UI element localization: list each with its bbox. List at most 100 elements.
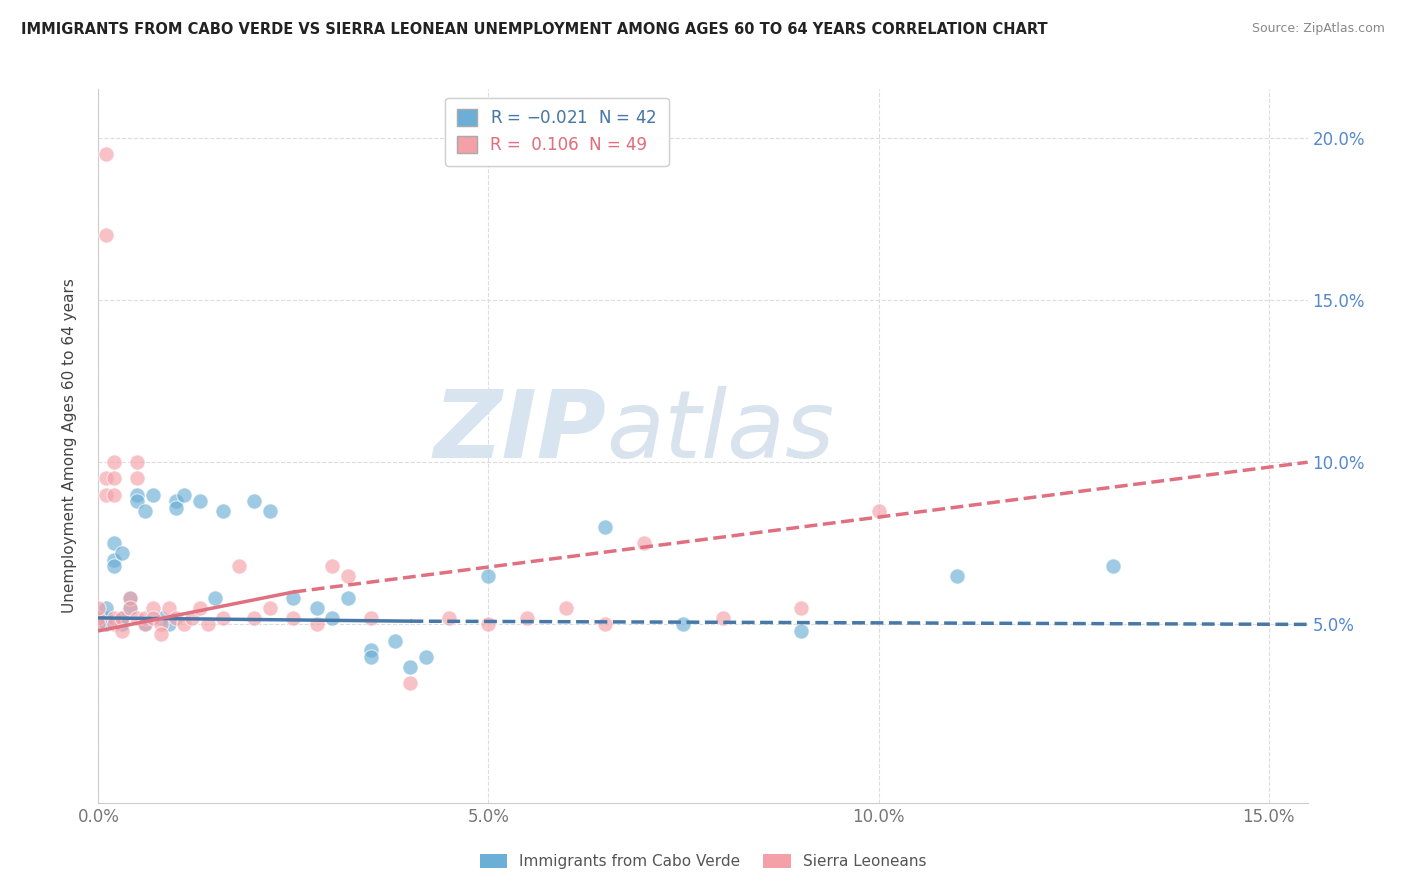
Point [360, 643, 382, 657]
Point [337, 568, 360, 582]
Text: atlas: atlas [606, 386, 835, 477]
Point [111, 611, 134, 625]
Point [321, 611, 343, 625]
Point [228, 559, 250, 574]
Point [134, 504, 156, 518]
Point [212, 504, 235, 518]
Point [111, 546, 134, 560]
Point [516, 611, 538, 625]
Point [134, 611, 156, 625]
Point [157, 601, 180, 615]
Point [305, 601, 328, 615]
Point [711, 611, 734, 625]
Point [789, 624, 811, 638]
Point [103, 552, 125, 566]
Point [204, 591, 226, 606]
Point [149, 611, 172, 625]
Point [595, 520, 617, 534]
Point [173, 617, 195, 632]
Point [399, 675, 422, 690]
Point [337, 591, 360, 606]
Point [103, 611, 125, 625]
Point [96, 147, 118, 161]
Point [118, 591, 141, 606]
Point [127, 471, 149, 485]
Text: ZIP: ZIP [433, 385, 606, 478]
Point [111, 617, 134, 632]
Point [96, 488, 118, 502]
Point [149, 617, 172, 632]
Point [633, 536, 655, 550]
Point [188, 494, 211, 508]
Point [149, 627, 172, 641]
Point [283, 611, 305, 625]
Point [243, 494, 266, 508]
Point [142, 611, 165, 625]
Point [103, 471, 125, 485]
Point [134, 617, 156, 632]
Point [134, 617, 156, 632]
Point [1101, 559, 1123, 574]
Point [360, 649, 382, 664]
Point [188, 601, 211, 615]
Point [96, 617, 118, 632]
Point [103, 488, 125, 502]
Point [103, 455, 125, 469]
Point [87, 617, 110, 632]
Point [111, 611, 134, 625]
Point [127, 455, 149, 469]
Point [87, 611, 110, 625]
Point [157, 617, 180, 632]
Point [399, 659, 422, 673]
Point [87, 611, 110, 625]
Point [477, 568, 499, 582]
Point [259, 504, 281, 518]
Point [96, 611, 118, 625]
Point [360, 611, 382, 625]
Point [103, 536, 125, 550]
Point [181, 611, 204, 625]
Point [165, 494, 187, 508]
Legend: R = $-$0.021  N = 42, R =  0.106  N = 49: R = $-$0.021 N = 42, R = 0.106 N = 49 [446, 97, 669, 166]
Point [283, 591, 305, 606]
Point [305, 617, 328, 632]
Point [789, 601, 811, 615]
Point [165, 500, 187, 515]
Point [103, 559, 125, 574]
Point [127, 494, 149, 508]
Point [259, 601, 281, 615]
Point [103, 617, 125, 632]
Point [118, 591, 141, 606]
Text: IMMIGRANTS FROM CABO VERDE VS SIERRA LEONEAN UNEMPLOYMENT AMONG AGES 60 TO 64 YE: IMMIGRANTS FROM CABO VERDE VS SIERRA LEO… [21, 22, 1047, 37]
Point [111, 624, 134, 638]
Legend: Immigrants from Cabo Verde, Sierra Leoneans: Immigrants from Cabo Verde, Sierra Leone… [474, 848, 932, 875]
Point [415, 649, 437, 664]
Point [595, 617, 617, 632]
Point [555, 601, 578, 615]
Point [142, 488, 165, 502]
Point [96, 601, 118, 615]
Point [477, 617, 499, 632]
Text: Source: ZipAtlas.com: Source: ZipAtlas.com [1251, 22, 1385, 36]
Point [212, 611, 235, 625]
Point [321, 559, 343, 574]
Point [127, 488, 149, 502]
Point [243, 611, 266, 625]
Point [945, 568, 967, 582]
Point [165, 611, 187, 625]
Y-axis label: Unemployment Among Ages 60 to 64 years: Unemployment Among Ages 60 to 64 years [62, 278, 77, 614]
Point [118, 601, 141, 615]
Point [87, 617, 110, 632]
Point [142, 601, 165, 615]
Point [439, 611, 461, 625]
Point [87, 601, 110, 615]
Point [118, 601, 141, 615]
Point [197, 617, 219, 632]
Point [173, 488, 195, 502]
Point [127, 611, 149, 625]
Point [96, 471, 118, 485]
Point [96, 228, 118, 243]
Point [384, 633, 406, 648]
Point [868, 504, 890, 518]
Point [672, 617, 695, 632]
